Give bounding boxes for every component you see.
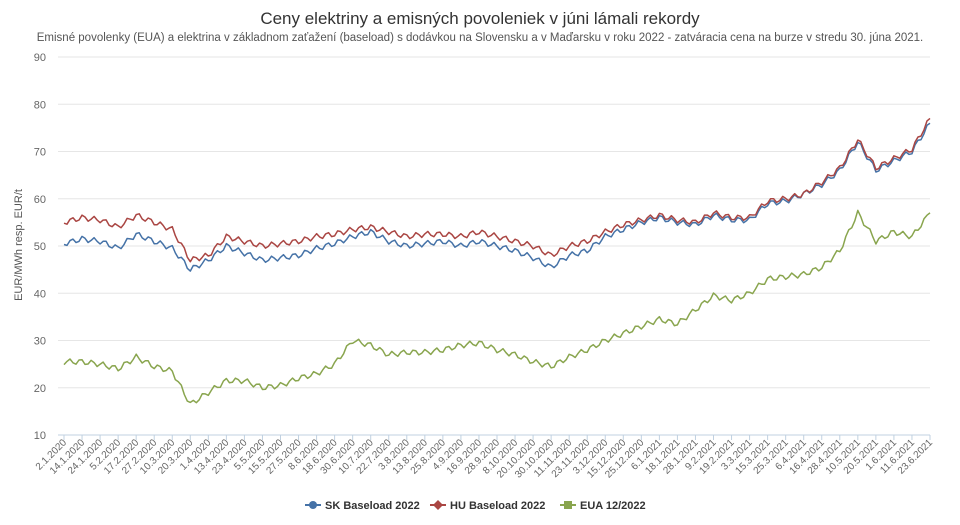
y-tick-label: 90 bbox=[34, 52, 46, 64]
y-tick-label: 80 bbox=[34, 99, 46, 111]
legend-marker-icon bbox=[433, 500, 443, 510]
legend-marker-icon bbox=[309, 501, 317, 509]
legend-marker-icon bbox=[564, 501, 572, 509]
legend-label: HU Baseload 2022 bbox=[450, 500, 545, 512]
legend-label: SK Baseload 2022 bbox=[325, 500, 420, 512]
y-tick-label: 60 bbox=[34, 194, 46, 206]
y-axis-label: EUR/MWh resp. EUR/t bbox=[13, 189, 25, 301]
x-axis: 2.1.202014.1.202024.1.20205.2.202017.2.2… bbox=[34, 434, 935, 481]
y-tick-label: 70 bbox=[34, 147, 46, 159]
chart-title: Ceny elektriny a emisných povoleniek v j… bbox=[260, 9, 700, 28]
series-line-eua-12-2022 bbox=[63, 209, 931, 404]
y-tick-label: 50 bbox=[34, 241, 46, 253]
y-axis: 10 20 30 40 50 60 70 80 90 bbox=[34, 52, 46, 442]
y-tick-label: 20 bbox=[34, 383, 46, 395]
legend-label: EUA 12/2022 bbox=[580, 500, 646, 512]
legend: SK Baseload 2022 HU Baseload 2022 EUA 12/2… bbox=[305, 500, 646, 512]
series-group bbox=[63, 117, 931, 404]
gridlines bbox=[58, 56, 930, 436]
y-tick-label: 10 bbox=[34, 430, 46, 442]
chart-subtitle: Emisné povolenky (EUA) a elektrina v zák… bbox=[36, 32, 924, 44]
series-line-hu-baseload-2022 bbox=[63, 117, 931, 263]
y-tick-label: 30 bbox=[34, 336, 46, 348]
series-line-sk-baseload-2022 bbox=[63, 122, 931, 272]
y-tick-label: 40 bbox=[34, 288, 46, 300]
